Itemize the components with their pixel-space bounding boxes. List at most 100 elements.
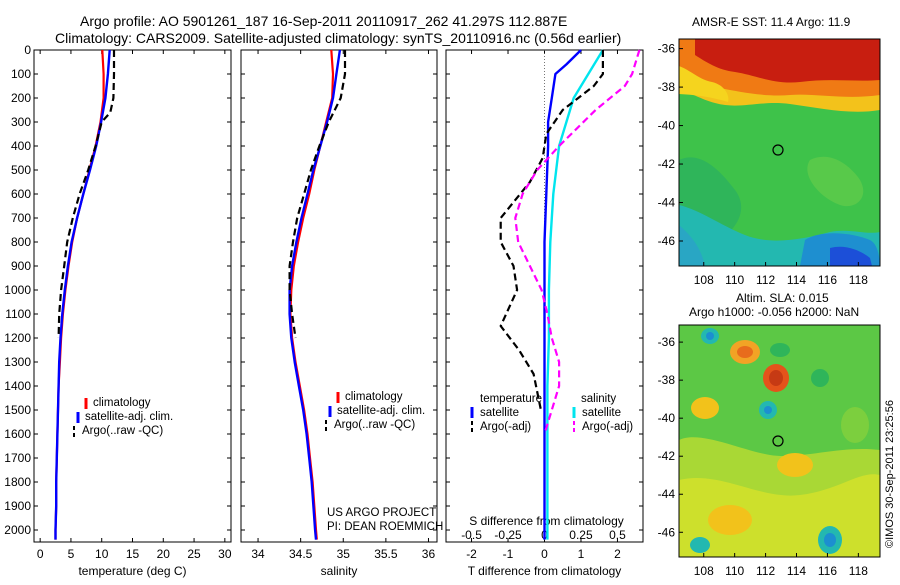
salinity-legend: climatology satellite-adj. clim. Argo(..… — [325, 391, 425, 431]
difference-legend: temperature salinity satellite satellite… — [470, 393, 633, 433]
legend-climatology-label: climatology — [345, 391, 403, 403]
depth-tick-label: 1400 — [4, 379, 31, 393]
x-tick-label: 0 — [37, 547, 44, 561]
map-lon-label: 110 — [725, 564, 744, 578]
legend-temp-satellite-label: satellite — [480, 407, 519, 419]
sla-map-field — [679, 325, 880, 557]
x-axis-label: temperature (deg C) — [78, 564, 186, 578]
depth-tick-label: 1600 — [4, 427, 31, 441]
sst-map-axes: -36 -38 -40 -42 -44 -46 108 110 112 114 116 118 — [658, 42, 869, 287]
x-tick-label: 34 — [251, 547, 265, 561]
x-axis-label: T difference from climatology — [468, 564, 622, 578]
sst-map: -36 -38 -40 -42 -44 -46 108 110 112 114 116 118 — [658, 38, 881, 287]
x-tick-label: 35.5 — [374, 547, 398, 561]
top-tick-label: 0.25 — [569, 528, 593, 542]
depth-tick-label: 500 — [11, 163, 31, 177]
legend-temp-argo-label: Argo(-adj) — [480, 421, 531, 433]
map-lat-label: -42 — [658, 157, 676, 171]
x-tick-label: 5 — [68, 547, 75, 561]
x-axis-label: salinity — [321, 564, 358, 578]
x-tick-label: 34.5 — [289, 547, 313, 561]
series-line-salinity-satellite — [546, 49, 604, 540]
depth-tick-label: 1300 — [4, 355, 31, 369]
legend-sal-satellite-label: satellite — [582, 407, 621, 419]
map-lat-label: -42 — [658, 449, 676, 463]
legend-salinity-heading: salinity — [581, 393, 616, 405]
header-line-2: Climatology: CARS2009. Satellite-adjuste… — [55, 30, 621, 46]
sla-map: -36 -38 -40 -42 -44 -46 108 110 112 114 116 118 — [658, 324, 881, 578]
temperature-panel: 0 5 10 15 20 25 30 temperature (deg C) — [33, 49, 232, 578]
map-lon-label: 118 — [849, 273, 868, 287]
x-tick-label: 20 — [157, 547, 171, 561]
depth-tick-label: 300 — [11, 115, 31, 129]
depth-tick-label: 700 — [11, 211, 31, 225]
map-lat-label: -46 — [658, 525, 676, 539]
map-lon-label: 108 — [694, 564, 714, 578]
argo-position-marker — [772, 144, 784, 156]
legend-temperature-heading: temperature — [480, 393, 542, 405]
map-lat-label: -40 — [658, 119, 676, 133]
depth-tick-label: 1000 — [4, 283, 31, 297]
sst-map-title: AMSR-E SST: 11.4 Argo: 11.9 — [692, 15, 851, 29]
depth-tick-label: 1500 — [4, 403, 31, 417]
x-tick-label: 1 — [578, 547, 585, 561]
depth-tick-labels: 0 100 200 300 400 500 600 700 800 900 1000 1100 1200… — [4, 43, 31, 537]
depth-tick-label: 100 — [11, 67, 31, 81]
salinity-panel: 34 34.5 35 35.5 36 salinity — [240, 49, 438, 578]
x-tick-label: 35 — [337, 547, 351, 561]
map-lat-label: -36 — [658, 42, 676, 56]
depth-tick-label: 600 — [11, 187, 31, 201]
depth-tick-label: 900 — [11, 259, 31, 273]
map-lon-label: 112 — [756, 564, 775, 578]
map-lat-label: -46 — [658, 234, 676, 248]
header-line-1: Argo profile: AO 5901261_187 16-Sep-2011… — [80, 13, 567, 29]
plot-area — [240, 49, 438, 543]
legend-argo-label: Argo(..raw -QC) — [82, 425, 163, 437]
depth-tick-label: 1100 — [5, 307, 31, 321]
temperature-legend: climatology satellite-adj. clim. Argo(..… — [73, 397, 173, 437]
x-tick-label: 25 — [187, 547, 201, 561]
depth-tick-label: 400 — [11, 139, 31, 153]
x-tick-label: 10 — [95, 547, 109, 561]
depth-tick-label: 1700 — [4, 451, 31, 465]
map-lat-label: -38 — [658, 373, 676, 387]
map-lat-label: -38 — [658, 80, 676, 94]
depth-tick-label: 2000 — [4, 523, 31, 537]
map-lat-label: -36 — [658, 335, 676, 349]
map-lat-label: -44 — [658, 196, 676, 210]
depth-tick-label: 200 — [11, 91, 31, 105]
top-tick-label: 0.5 — [609, 528, 626, 542]
map-lon-label: 110 — [725, 273, 744, 287]
plot-area — [33, 49, 232, 543]
map-lon-label: 114 — [787, 273, 806, 287]
x-tick-label: 0 — [541, 547, 548, 561]
map-lon-label: 108 — [694, 273, 714, 287]
x-tick-label: 36 — [422, 547, 436, 561]
x-tick-label: 15 — [126, 547, 140, 561]
map-lon-label: 116 — [818, 564, 837, 578]
top-tick-label: -0.25 — [494, 528, 522, 542]
depth-tick-label: 1800 — [4, 475, 31, 489]
map-lon-label: 112 — [756, 273, 775, 287]
sla-map-axes: -36 -38 -40 -42 -44 -46 108 110 112 114 116 118 — [658, 335, 869, 578]
map-lat-label: -40 — [658, 411, 676, 425]
map-lat-label: -44 — [658, 487, 676, 501]
legend-satellite-label: satellite-adj. clim. — [85, 411, 173, 423]
x-tick-label: -2 — [466, 547, 477, 561]
x-tick-label: 2 — [614, 547, 621, 561]
x-tick-label: 30 — [218, 547, 232, 561]
series-line-argo-raw-qc — [57, 50, 116, 339]
series-line-argo-raw-qc — [288, 50, 347, 339]
depth-tick-label: 800 — [11, 235, 31, 249]
map-lon-label: 114 — [787, 564, 806, 578]
sst-map-field — [679, 39, 880, 266]
legend-climatology-label: climatology — [93, 397, 151, 409]
imos-credit: ©IMOS 30-Sep-2011 23:25:56 — [884, 400, 896, 548]
map-lon-label: 116 — [818, 273, 837, 287]
depth-tick-label: 1900 — [4, 499, 31, 513]
depth-tick-label: 0 — [24, 43, 31, 57]
argo-position-marker — [772, 435, 784, 447]
x-tick-label: -1 — [503, 547, 514, 561]
